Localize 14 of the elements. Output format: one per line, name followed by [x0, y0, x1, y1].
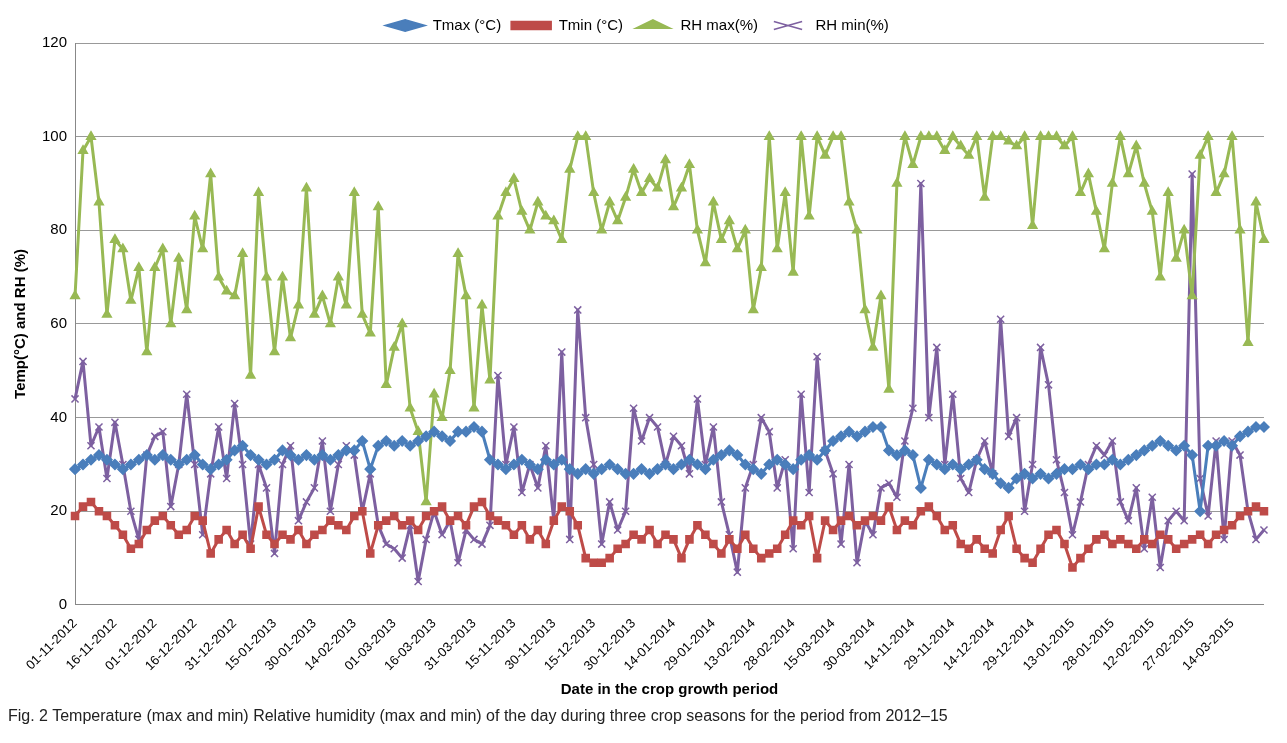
- y-tick-label: 0: [58, 595, 68, 613]
- legend-label: Tmin (°C): [558, 15, 623, 33]
- x-axis-title: Date in the crop growth period: [560, 680, 779, 698]
- y-tick-label: 80: [50, 220, 68, 238]
- y-tick-label: 120: [42, 33, 68, 51]
- legend-label: RH min(%): [815, 15, 889, 33]
- y-tick-label: 40: [50, 407, 68, 425]
- caption: Fig. 2 Temperature (max and min) Relative humidity (max and min) of the day during three crop seasons for the period from 2012–15: [8, 707, 949, 725]
- y-tick-label: 60: [50, 314, 68, 332]
- y-tick-label: 100: [42, 126, 68, 144]
- legend-label: RH max(%): [680, 15, 758, 33]
- y-axis-title: Temp(°C) and RH (%): [11, 249, 29, 399]
- legend-label: Tmax (°C): [432, 15, 502, 33]
- y-tick-label: 20: [50, 501, 68, 519]
